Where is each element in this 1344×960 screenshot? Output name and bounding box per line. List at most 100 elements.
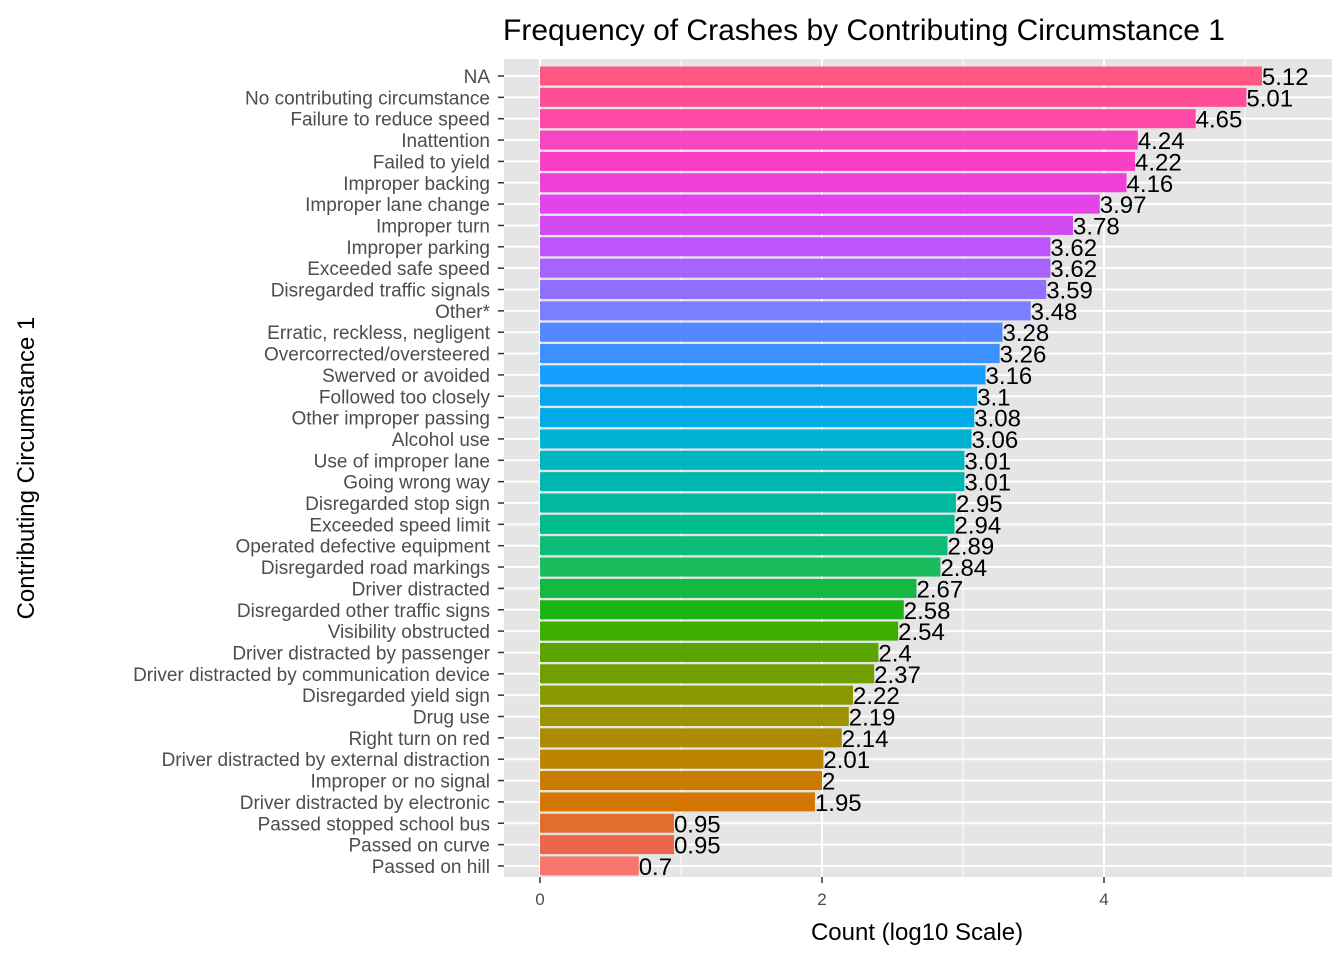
bar <box>540 322 1003 342</box>
category-label: Drug use <box>413 708 490 729</box>
category-label: Other* <box>435 302 491 323</box>
bar <box>540 835 674 855</box>
bar <box>540 109 1196 129</box>
category-label: Driver distracted <box>352 579 490 600</box>
category-label: Disregarded other traffic signs <box>237 601 490 622</box>
y-axis-title: Contributing Circumstance 1 <box>13 317 40 620</box>
category-label: Disregarded traffic signals <box>271 281 490 302</box>
value-label: 1.95 <box>815 790 862 817</box>
category-label: Driver distracted by passenger <box>232 643 490 664</box>
category-label: Improper lane change <box>305 195 490 216</box>
value-label: 2.67 <box>916 576 963 603</box>
bar <box>540 514 955 534</box>
category-label: Going wrong way <box>343 473 490 494</box>
bar <box>540 280 1047 299</box>
category-label: Swerved or avoided <box>322 366 490 387</box>
category-label: Failed to yield <box>373 152 490 173</box>
bar <box>540 707 849 726</box>
category-label: Improper backing <box>343 174 490 195</box>
bar <box>540 386 978 406</box>
category-label: Passed on hill <box>372 857 490 878</box>
value-label: 3.06 <box>971 427 1018 454</box>
chart-title: Frequency of Crashes by Contributing Cir… <box>503 14 1225 47</box>
bar <box>540 728 842 748</box>
bar <box>540 237 1051 257</box>
value-label: 2.19 <box>849 705 896 732</box>
bar <box>540 258 1051 278</box>
value-label: 2.54 <box>898 619 945 646</box>
category-label: Driver distracted by electronic <box>240 793 490 814</box>
category-label: Exceeded safe speed <box>307 259 490 280</box>
category-label: Disregarded road markings <box>261 558 490 579</box>
bar <box>540 749 824 769</box>
value-label: 2.37 <box>874 662 921 689</box>
category-label: No contributing circumstance <box>245 88 490 109</box>
value-label: 3.16 <box>986 363 1033 390</box>
value-label: 4.24 <box>1138 128 1185 155</box>
bar <box>540 792 815 812</box>
bar <box>540 685 854 705</box>
category-label: Visibility obstructed <box>328 622 490 643</box>
x-tick-label: 0 <box>535 890 544 909</box>
value-label: 2.01 <box>823 747 870 774</box>
bar <box>540 856 639 876</box>
bar <box>540 578 917 598</box>
value-label: 4.22 <box>1135 149 1182 176</box>
bar <box>540 813 674 833</box>
bar <box>540 664 875 684</box>
bar <box>540 151 1136 171</box>
bar <box>540 130 1138 150</box>
x-tick-label: 2 <box>817 890 826 909</box>
category-label: Alcohol use <box>392 430 490 451</box>
bar <box>540 771 822 791</box>
category-label: Right turn on red <box>348 729 490 750</box>
bar <box>540 642 879 662</box>
bars <box>540 66 1262 876</box>
category-label: Operated defective equipment <box>235 537 490 558</box>
x-axis: 0 2 4 <box>535 877 1109 909</box>
bar <box>540 87 1247 107</box>
category-label: Improper or no signal <box>310 772 490 793</box>
value-label: 0.95 <box>674 833 721 860</box>
value-label: 3.26 <box>1000 342 1047 369</box>
value-label: 4.65 <box>1196 107 1243 134</box>
category-label: Improper turn <box>376 216 490 237</box>
bar <box>540 536 948 556</box>
value-label: 3.48 <box>1031 299 1078 326</box>
bar <box>540 66 1262 86</box>
value-label: 3.08 <box>974 406 1021 433</box>
bar <box>540 621 899 641</box>
value-label: 2.22 <box>853 683 900 710</box>
category-label: Erratic, reckless, negligent <box>267 323 491 344</box>
category-label: Exceeded speed limit <box>309 515 490 536</box>
bar <box>540 215 1073 235</box>
value-label: 2 <box>822 769 835 796</box>
bar <box>540 173 1127 193</box>
bar <box>540 600 904 620</box>
bar <box>540 429 972 449</box>
value-label: 2.95 <box>956 491 1003 518</box>
value-label: 3.1 <box>977 384 1010 411</box>
value-label: 3.62 <box>1050 235 1097 262</box>
category-label: Disregarded yield sign <box>302 686 490 707</box>
bar <box>540 301 1031 321</box>
bar <box>540 472 965 492</box>
category-label: Improper parking <box>346 238 490 259</box>
bar <box>540 365 986 385</box>
value-label: 3.59 <box>1046 278 1093 305</box>
category-label: Driver distracted by communication devic… <box>133 665 490 686</box>
value-label: 0.95 <box>674 811 721 838</box>
bar <box>540 408 975 428</box>
value-label: 0.7 <box>639 854 672 881</box>
value-label: 3.62 <box>1050 256 1097 283</box>
x-tick-label: 4 <box>1099 890 1108 909</box>
x-axis-title: Count (log10 Scale) <box>811 919 1023 946</box>
category-label: Failure to reduce speed <box>290 110 490 131</box>
category-label: Passed on curve <box>348 836 490 857</box>
bar <box>540 493 956 513</box>
category-label: Driver distracted by external distractio… <box>162 750 490 771</box>
value-label: 2.84 <box>940 555 987 582</box>
category-label: NA <box>464 67 491 88</box>
